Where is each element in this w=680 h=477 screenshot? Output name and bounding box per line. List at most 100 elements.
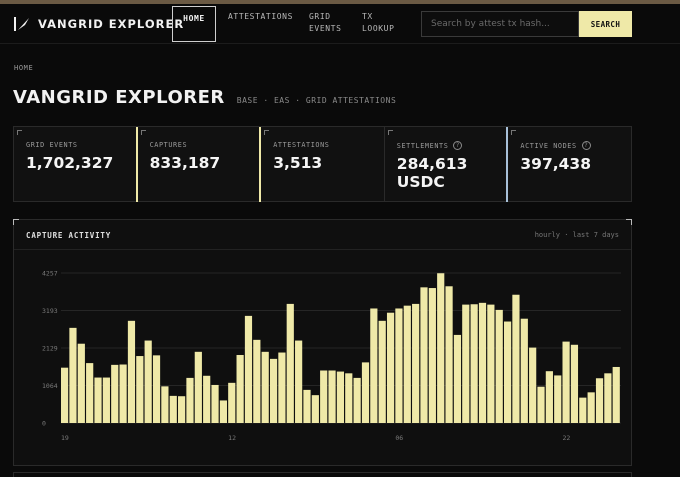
nav-attestations[interactable]: ATTESTATIONS — [228, 12, 293, 21]
stat-value: 3,513 — [273, 154, 323, 172]
chart-bar[interactable] — [579, 397, 587, 423]
chart-bar[interactable] — [470, 304, 478, 423]
page-subtitle: BASE · EAS · GRID ATTESTATIONS — [236, 96, 397, 105]
chart-bar[interactable] — [361, 362, 370, 423]
chart-bar[interactable] — [495, 309, 503, 423]
chart-bar[interactable] — [420, 287, 428, 423]
chart-bar[interactable] — [478, 302, 487, 423]
chart-bar[interactable] — [136, 356, 144, 423]
chart-bar[interactable] — [403, 305, 411, 423]
chart-bar[interactable] — [253, 339, 261, 423]
chart-bar[interactable] — [378, 320, 386, 423]
chart-bar[interactable] — [228, 382, 236, 423]
info-icon[interactable]: ? — [453, 141, 463, 150]
search-button[interactable]: SEARCH — [579, 11, 632, 37]
chart-bar[interactable] — [537, 386, 545, 423]
stat-card-active-nodes: ACTIVE NODES? 397,438 — [508, 127, 631, 201]
chart-bar[interactable] — [269, 358, 278, 423]
chart-bar[interactable] — [86, 363, 94, 423]
chart-bar[interactable] — [61, 367, 69, 423]
info-icon[interactable]: ? — [581, 141, 591, 150]
breadcrumb[interactable]: HOME — [14, 64, 34, 72]
chart-bar[interactable] — [94, 377, 102, 423]
corner-mark — [17, 130, 22, 135]
chart-bar[interactable] — [503, 321, 512, 423]
chart-bar[interactable] — [562, 341, 570, 423]
chart-bar[interactable] — [612, 366, 620, 423]
corner-mark — [626, 219, 632, 225]
chart-bar[interactable] — [69, 327, 77, 423]
y-tick-label: 2129 — [42, 344, 58, 352]
panel-meta: hourly · last 7 days — [534, 231, 619, 239]
x-tick-label: 06 — [395, 434, 403, 442]
stat-card-grid-events: GRID EVENTS 1,702,327 — [14, 127, 138, 202]
chart-bar[interactable] — [186, 377, 194, 423]
brand-name: VANGRID EXPLORER — [38, 17, 185, 31]
chart-bar[interactable] — [169, 395, 177, 423]
chart-bar[interactable] — [203, 375, 211, 423]
chart-bar[interactable] — [395, 308, 403, 423]
chart-bar[interactable] — [604, 373, 612, 423]
chart-bar[interactable] — [127, 320, 136, 423]
chart-bar[interactable] — [328, 370, 336, 424]
chart-bar[interactable] — [194, 351, 202, 423]
chart-bar[interactable] — [545, 371, 553, 423]
stat-accent-bar — [259, 127, 262, 202]
chart-bar[interactable] — [587, 392, 595, 423]
corner-mark — [140, 130, 146, 135]
chart-bar[interactable] — [570, 344, 579, 423]
chart-bar[interactable] — [487, 304, 495, 423]
chart-bar[interactable] — [152, 355, 161, 423]
chart-bar[interactable] — [529, 347, 537, 423]
chart-bar[interactable] — [119, 364, 127, 423]
chart-bar[interactable] — [144, 340, 152, 423]
y-tick-label: 3193 — [42, 307, 58, 315]
chart-bar[interactable] — [554, 375, 562, 423]
nav-tx-lookup[interactable]: TX LOOKUP — [362, 12, 395, 33]
chart-bar[interactable] — [520, 318, 528, 423]
stat-label: CAPTURES — [149, 141, 188, 149]
capture-activity-chart: 0 1064 2129 3193 4257 19 12 06 22 — [42, 270, 621, 442]
search-input[interactable] — [421, 11, 579, 37]
chart-bar[interactable] — [161, 386, 169, 423]
chart-bar[interactable] — [595, 378, 604, 423]
chart-bar[interactable] — [286, 303, 294, 423]
chart-bar[interactable] — [261, 351, 269, 423]
stat-accent-bar — [135, 127, 138, 202]
chart-bar[interactable] — [211, 384, 219, 423]
chart-bar[interactable] — [236, 354, 244, 423]
chart-bar[interactable] — [311, 395, 319, 423]
nav-grid-events[interactable]: GRID EVENTS — [309, 12, 342, 33]
brand[interactable]: VANGRID EXPLORER — [14, 15, 184, 33]
y-tick-label: 1064 — [42, 382, 58, 390]
chart-bar[interactable] — [353, 377, 361, 423]
chart-bar[interactable] — [336, 371, 345, 423]
chart-bar[interactable] — [111, 364, 119, 423]
capture-activity-panel: CAPTURE ACTIVITY hourly · last 7 days 0 1… — [13, 219, 632, 466]
chart-bar[interactable] — [412, 303, 420, 423]
chart-bar[interactable] — [437, 273, 445, 423]
stat-card-settlements: SETTLEMENTS? 284,613 USDC — [384, 127, 509, 202]
chart-bar[interactable] — [512, 294, 520, 423]
chart-bar[interactable] — [445, 286, 453, 423]
chart-bar[interactable] — [370, 308, 378, 423]
chart-bar[interactable] — [303, 389, 311, 423]
chart-bar[interactable] — [219, 400, 227, 423]
chart-bar[interactable] — [244, 315, 253, 423]
chart-bar[interactable] — [278, 352, 286, 423]
chart-bar[interactable] — [178, 396, 186, 423]
chart-bar[interactable] — [453, 334, 462, 423]
chart-bar[interactable] — [345, 373, 353, 423]
chart-bar[interactable] — [320, 370, 328, 424]
chart-bar[interactable] — [102, 377, 110, 423]
stat-card-captures: CAPTURES 833,187 — [137, 127, 262, 202]
chart-bar[interactable] — [386, 312, 395, 423]
next-panel-edge — [13, 472, 632, 477]
nav-home[interactable]: HOME — [172, 6, 216, 42]
stats-row: GRID EVENTS 1,702,327 CAPTURES 833,187 A… — [13, 126, 632, 202]
chart-bar[interactable] — [462, 304, 470, 423]
chart-bar[interactable] — [428, 288, 436, 423]
top-nav: VANGRID EXPLORER HOME ATTESTATIONS GRID … — [0, 4, 680, 44]
chart-bar[interactable] — [77, 343, 85, 423]
chart-bar[interactable] — [295, 340, 303, 423]
